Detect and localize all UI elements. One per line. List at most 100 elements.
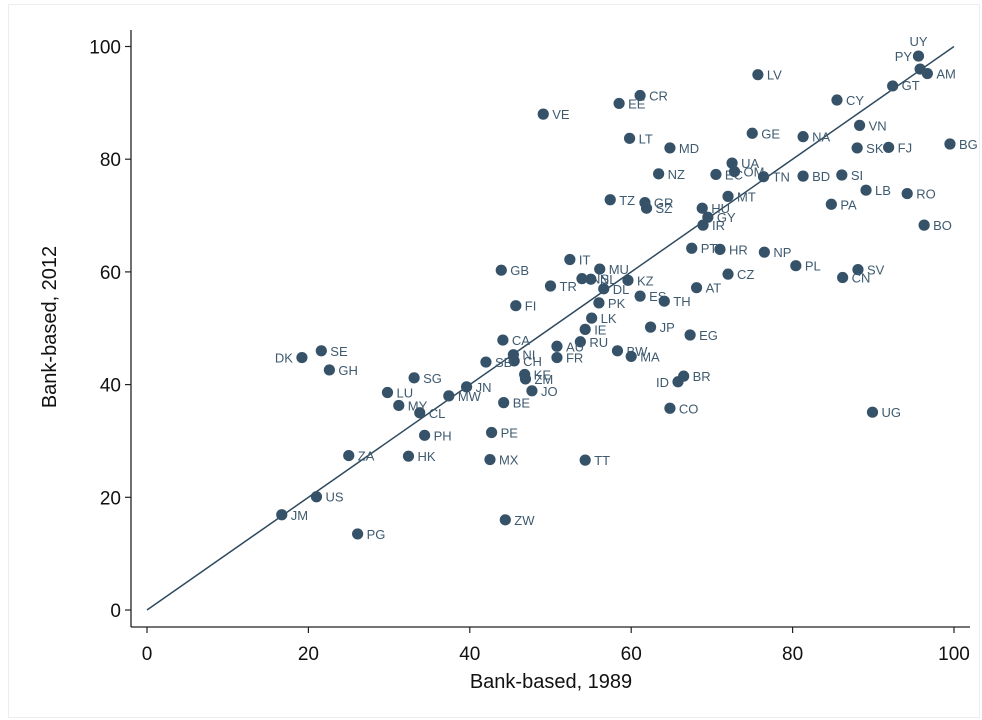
point-label: HU [711,201,730,216]
data-point [790,260,802,272]
point-label: KE [534,367,552,382]
point-label: IT [579,253,591,268]
data-point [757,171,770,183]
data-point [593,297,605,309]
point-label: BG [959,137,978,152]
point-label: DL [613,282,630,297]
point-label: CY [846,93,864,108]
data-point [696,202,708,214]
point-label: CR [649,89,668,104]
point-label: NZ [668,167,685,182]
point-label: HR [729,242,748,257]
data-point [579,454,591,466]
point-label: GB [510,263,529,278]
data-point [276,509,288,521]
data-point [714,243,726,255]
data-point [672,376,684,388]
point-label: UA [741,156,759,171]
point-label: GR [654,196,674,211]
point-label: PY [895,49,913,64]
point-label: BO [933,218,952,233]
x-tick-label: 80 [782,644,803,665]
data-point [508,355,520,367]
point-label: GE [761,126,780,141]
point-label: PH [434,428,452,443]
y-tick-label: 20 [100,488,121,509]
data-point [887,80,899,92]
point-label: EE [628,96,646,111]
data-point [625,350,637,363]
data-point [480,356,492,368]
point-label: PA [840,197,857,212]
point-label: RO [916,187,936,202]
data-point [686,242,698,254]
data-point [944,138,956,150]
reference-line-group [146,45,955,611]
data-point [443,390,455,402]
point-label: NI [522,348,535,363]
data-point [519,373,532,385]
data-point [544,280,557,292]
data-point [710,168,722,181]
point-label: PE [501,425,519,440]
data-point [323,364,335,376]
x-tick-label: 0 [142,644,153,665]
data-point [664,402,676,414]
y-tick-label: 60 [100,263,121,284]
data-point [574,336,586,348]
point-label: FR [566,351,583,366]
point-label: IR [712,218,725,233]
point-label: FJ [898,140,912,155]
point-label: LV [767,68,782,83]
data-point [901,187,913,200]
point-label: MX [499,453,519,468]
data-point [825,198,837,210]
data-point [551,340,563,352]
data-point [497,334,509,346]
point-label: SG [423,371,442,386]
data-point [722,268,734,280]
data-point [853,119,866,131]
data-point [658,295,670,307]
point-label: PL [805,259,821,274]
point-label: MU [609,262,629,277]
data-point [623,132,636,144]
points-group: UYPYAMGTLVCREECYVEVNGENALTBGSKFJMDUANZEC… [275,34,978,542]
data-point [526,385,538,397]
data-point [419,429,431,441]
y-tick-label: 100 [89,38,121,59]
point-label: TZ [619,193,635,208]
data-point [851,142,863,154]
data-point [296,351,308,364]
x-tick-label: 20 [298,644,319,665]
data-point [653,168,665,180]
x-axis-title: Bank-based, 1989 [470,671,632,693]
data-point [852,264,864,276]
data-point [758,246,770,258]
point-label: JN [476,380,492,395]
point-label: VE [552,107,570,122]
point-label: JM [291,508,308,523]
data-point [315,345,327,357]
point-label: BD [812,169,830,184]
point-label: NS [591,272,609,287]
point-label: KZ [637,273,654,288]
point-label: ZA [358,449,375,464]
point-label: MA [640,349,660,364]
data-point [912,50,925,62]
data-point [746,127,758,139]
data-point [576,273,588,285]
point-label: GT [902,78,920,93]
y-tick-label: 40 [100,376,121,397]
point-label: JP [660,320,675,335]
diagonal-reference-line [146,45,955,611]
point-label: TN [773,170,790,185]
point-label: CA [512,333,530,348]
data-point [836,169,848,181]
point-label: DK [275,351,293,366]
point-label: US [325,490,343,505]
point-label: ZM [534,372,553,387]
data-point [310,491,323,503]
data-point [499,514,511,526]
